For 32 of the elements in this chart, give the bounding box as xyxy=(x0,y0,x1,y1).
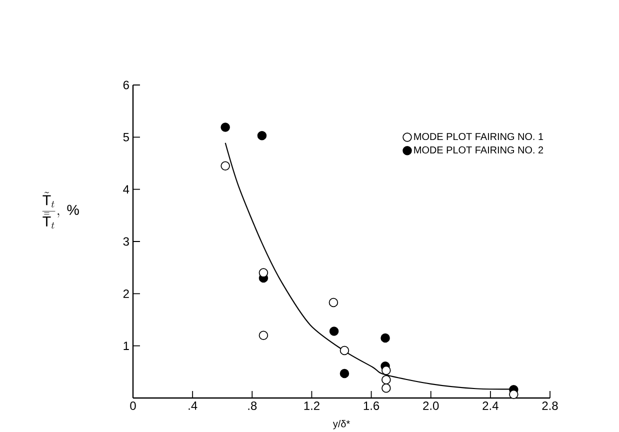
x-tick-label: 2.8 xyxy=(542,402,558,410)
point xyxy=(257,130,267,140)
point xyxy=(340,346,350,356)
point xyxy=(382,383,391,393)
x-tick-label: 1.2 xyxy=(304,402,320,410)
x-tick-label: .8 xyxy=(248,402,257,410)
y-tick-label: 1 xyxy=(124,342,129,350)
point xyxy=(509,390,518,399)
y-tick-label: 5 xyxy=(123,133,129,142)
legend-label: MODE PLOT FAIRING NO. 2 xyxy=(414,146,544,154)
x-tick-label: 2.4 xyxy=(482,402,498,410)
point xyxy=(220,122,230,132)
legend-label: MODE PLOT FAIRING NO. 1 xyxy=(414,133,544,140)
point xyxy=(382,375,391,384)
y-axis-title: $\frac{\tilde{\mathrm{T}}_t}{\bar{\bar{\mathrm{T}}}_t},\ \%$ xyxy=(42,192,79,229)
point xyxy=(220,161,230,170)
point xyxy=(258,268,268,278)
point xyxy=(382,366,391,375)
x-tick-label: 2.0 xyxy=(423,402,439,410)
x-axis-title: y/δ* xyxy=(332,420,350,430)
point xyxy=(380,333,390,343)
point xyxy=(340,368,350,378)
point xyxy=(328,298,338,308)
y-tick-label: 4 xyxy=(123,185,130,194)
point xyxy=(258,330,268,340)
y-tick-label: 2 xyxy=(123,289,129,298)
x-tick-label: 0 xyxy=(130,402,136,410)
y-tick-label: 3 xyxy=(123,237,129,246)
point xyxy=(329,326,339,336)
x-tick-label: .4 xyxy=(188,402,198,410)
y-tick-label: 6 xyxy=(123,80,129,90)
x-tick-label: 1.6 xyxy=(364,402,380,410)
